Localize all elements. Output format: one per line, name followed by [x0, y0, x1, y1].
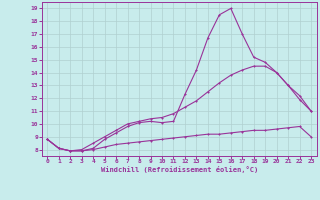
X-axis label: Windchill (Refroidissement éolien,°C): Windchill (Refroidissement éolien,°C) [100, 166, 258, 173]
